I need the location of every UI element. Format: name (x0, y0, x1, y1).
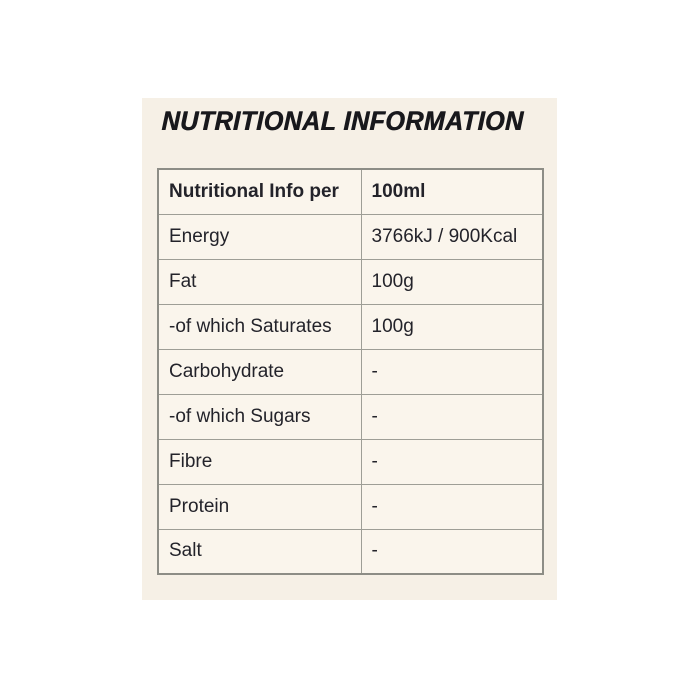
nutrition-panel: NUTRITIONAL INFORMATION Nutritional Info… (142, 98, 557, 600)
table-row: Salt - (157, 528, 544, 575)
table-row: -of which Sugars - (157, 393, 544, 440)
row-value-cell: - (360, 483, 544, 530)
row-label-cell: Protein (157, 483, 362, 530)
row-label-cell: -of which Saturates (157, 303, 362, 350)
row-label-cell: -of which Sugars (157, 393, 362, 440)
row-value-cell: - (360, 528, 544, 575)
table-row: Fat 100g (157, 258, 544, 305)
table-header-row: Nutritional Info per 100ml (157, 168, 544, 215)
header-value-cell: 100ml (360, 168, 544, 215)
row-label-cell: Salt (157, 528, 362, 575)
header-label-cell: Nutritional Info per (157, 168, 362, 215)
page-title: NUTRITIONAL INFORMATION (161, 106, 524, 137)
table-row: Energy 3766kJ / 900Kcal (157, 213, 544, 260)
table-row: Protein - (157, 483, 544, 530)
row-label-cell: Carbohydrate (157, 348, 362, 395)
row-value-cell: 100g (360, 258, 544, 305)
row-value-cell: 100g (360, 303, 544, 350)
nutrition-table: Nutritional Info per 100ml Energy 3766kJ… (157, 168, 544, 575)
row-value-cell: - (360, 348, 544, 395)
table-row: Carbohydrate - (157, 348, 544, 395)
table-row: Fibre - (157, 438, 544, 485)
table-row: -of which Saturates 100g (157, 303, 544, 350)
row-value-cell: 3766kJ / 900Kcal (360, 213, 544, 260)
row-label-cell: Fat (157, 258, 362, 305)
row-label-cell: Energy (157, 213, 362, 260)
row-value-cell: - (360, 438, 544, 485)
row-label-cell: Fibre (157, 438, 362, 485)
row-value-cell: - (360, 393, 544, 440)
